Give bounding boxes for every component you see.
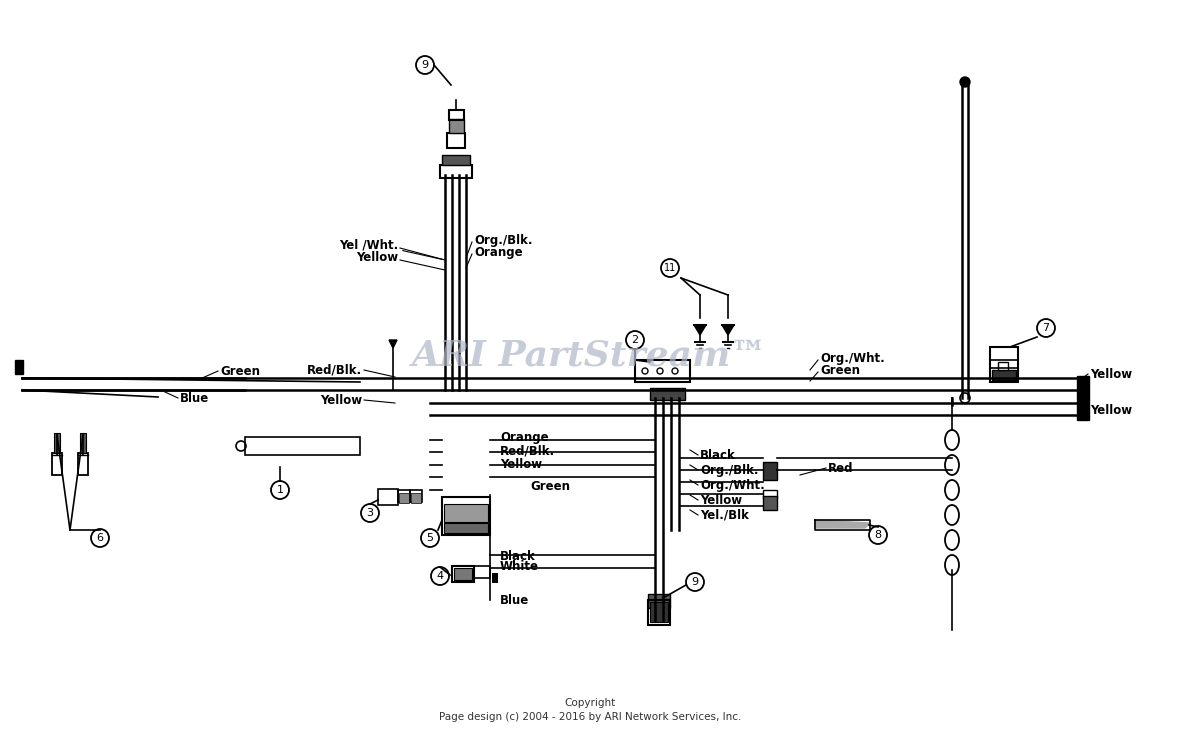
Bar [763, 462, 776, 480]
Bar [411, 493, 421, 503]
Text: 7: 7 [1042, 323, 1049, 333]
Text: Orange: Orange [474, 246, 523, 258]
Bar [763, 490, 776, 498]
Bar [447, 133, 465, 148]
Text: Yellow: Yellow [500, 458, 542, 470]
Text: Org./Wht.: Org./Wht. [700, 479, 765, 491]
Text: Yellow: Yellow [1090, 404, 1132, 416]
Text: Yellow: Yellow [1090, 367, 1132, 381]
Bar [492, 573, 498, 578]
Text: 4: 4 [437, 571, 444, 581]
Text: Green: Green [820, 364, 860, 376]
Text: Copyright
Page design (c) 2004 - 2016 by ARI Network Services, Inc.: Copyright Page design (c) 2004 - 2016 by… [439, 698, 741, 722]
Bar [450, 119, 464, 133]
Bar [52, 453, 63, 475]
Text: 6: 6 [97, 533, 104, 543]
Text: Red/Blk.: Red/Blk. [500, 444, 555, 458]
Text: Yel./Blk: Yel./Blk [700, 508, 749, 522]
Bar [648, 594, 670, 608]
Bar [399, 493, 409, 503]
Bar [398, 490, 409, 502]
Bar [452, 566, 474, 582]
Text: Green: Green [530, 481, 570, 493]
Text: 1: 1 [276, 485, 283, 495]
Bar [409, 490, 422, 502]
Bar [635, 360, 690, 382]
Bar [650, 388, 686, 400]
Bar [998, 362, 1008, 370]
Bar [492, 578, 498, 583]
Text: Red: Red [828, 462, 853, 474]
Text: Red/Blk.: Red/Blk. [307, 364, 362, 376]
Bar [54, 433, 60, 453]
Text: Org./Blk.: Org./Blk. [474, 234, 532, 246]
Text: Black: Black [500, 550, 536, 562]
Bar [444, 504, 489, 522]
Text: 11: 11 [664, 263, 676, 273]
Bar [992, 370, 1016, 380]
Text: Yellow: Yellow [356, 251, 398, 263]
Polygon shape [722, 325, 734, 335]
Bar [648, 600, 670, 625]
Text: 2: 2 [631, 335, 638, 345]
Text: Blue: Blue [500, 594, 530, 606]
Polygon shape [815, 520, 870, 528]
Bar [990, 347, 1018, 382]
Bar [454, 568, 472, 580]
Polygon shape [694, 325, 706, 335]
Bar [450, 110, 464, 120]
Bar [763, 496, 776, 510]
Circle shape [961, 77, 970, 87]
Bar [442, 155, 470, 165]
Text: Blue: Blue [181, 392, 209, 404]
Bar [378, 489, 398, 505]
Text: Yellow: Yellow [320, 393, 362, 407]
Bar [80, 433, 86, 453]
Bar [474, 566, 490, 578]
Text: Org./Wht.: Org./Wht. [820, 352, 885, 364]
Text: Org./Blk.: Org./Blk. [700, 464, 759, 476]
Bar [650, 602, 668, 622]
Text: Black: Black [700, 448, 736, 462]
Bar [442, 497, 490, 535]
Bar [444, 523, 489, 533]
Text: Yel /Wht.: Yel /Wht. [339, 238, 398, 252]
Bar [245, 437, 360, 455]
Text: 9: 9 [691, 577, 699, 587]
Text: ARI PartStream™: ARI PartStream™ [412, 338, 768, 372]
Text: 3: 3 [367, 508, 374, 518]
Bar [15, 360, 22, 374]
Bar [1077, 376, 1089, 420]
Polygon shape [389, 340, 396, 348]
Text: 9: 9 [421, 60, 428, 70]
Text: White: White [500, 560, 539, 574]
Bar [78, 453, 88, 475]
Bar [440, 165, 472, 178]
Text: 8: 8 [874, 530, 881, 540]
Text: Yellow: Yellow [700, 493, 742, 507]
Text: Orange: Orange [500, 430, 549, 444]
Text: Green: Green [219, 364, 260, 378]
Text: 5: 5 [426, 533, 433, 543]
